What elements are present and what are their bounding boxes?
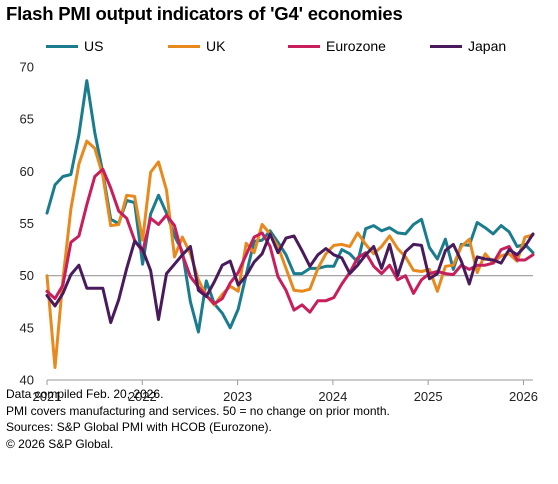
x-tick-label: 2021 <box>33 389 62 404</box>
footer-sources: Sources: S&P Global PMI with HCOB (Euroz… <box>6 420 272 434</box>
x-tick-label: 2026 <box>509 389 538 404</box>
series-line-eurozone <box>45 167 535 314</box>
chart-footer: Data compiled Feb. 20, 2026. PMI covers … <box>6 386 390 452</box>
legend-swatch-eurozone <box>288 44 320 48</box>
x-tick-label: 2024 <box>318 389 347 404</box>
legend-item-eurozone: Eurozone <box>288 36 386 56</box>
legend-item-japan: Japan <box>430 36 506 56</box>
legend-label-japan: Japan <box>468 38 507 54</box>
y-tick-label: 65 <box>20 112 34 127</box>
footer-copyright: © 2026 S&P Global. <box>6 436 114 451</box>
y-tick-label: 50 <box>20 268 34 283</box>
legend-label-us: US <box>84 38 104 54</box>
legend-label-eurozone: Eurozone <box>326 38 386 54</box>
footer-note: PMI covers manufacturing and services. 5… <box>6 403 390 418</box>
chart-legend: US UK Eurozone Japan <box>0 36 558 56</box>
series-line-uk <box>45 139 535 369</box>
legend-item-uk: UK <box>168 36 225 56</box>
series-line-japan <box>45 232 535 325</box>
legend-swatch-uk <box>168 44 200 48</box>
footer-compiled-date: Data compiled Feb. 20, 2026. <box>6 387 164 401</box>
y-tick-label: 70 <box>20 60 34 75</box>
y-tick-label: 55 <box>20 216 34 231</box>
y-tick-label: 45 <box>20 320 34 335</box>
legend-swatch-us <box>46 44 78 48</box>
legend-item-us: US <box>46 36 103 56</box>
x-tick-label: 2025 <box>414 389 443 404</box>
chart-title: Flash PMI output indicators of 'G4' econ… <box>6 3 403 24</box>
legend-swatch-japan <box>430 44 462 48</box>
y-tick-label: 60 <box>20 164 34 179</box>
legend-label-uk: UK <box>206 38 226 54</box>
x-tick-label: 2023 <box>223 389 252 404</box>
x-tick-label: 2022 <box>128 389 157 404</box>
y-tick-label: 40 <box>20 373 34 388</box>
